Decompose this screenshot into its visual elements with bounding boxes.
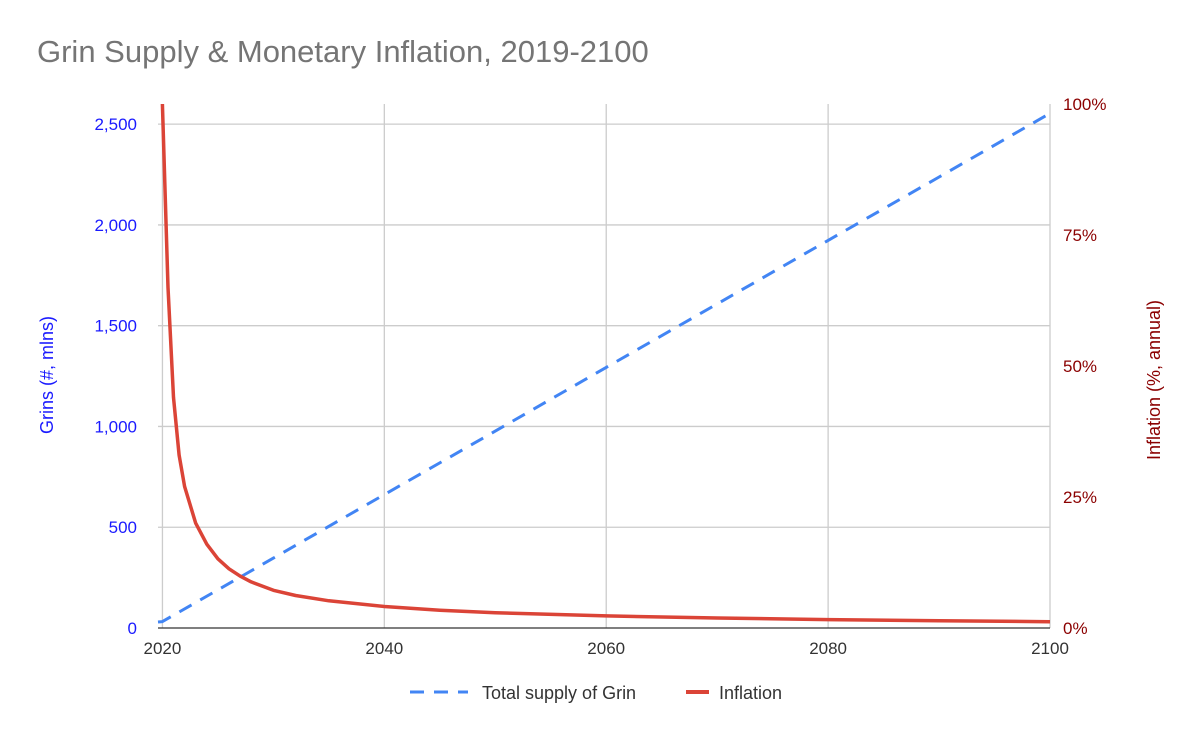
left-tick-label: 1,500	[94, 317, 137, 336]
x-axis-ticks: 2020 2040 2060 2080 2100	[144, 639, 1069, 658]
left-tick-label: 2,500	[94, 115, 137, 134]
left-tick-label: 500	[109, 518, 137, 537]
legend: Total supply of Grin Inflation	[410, 683, 782, 703]
right-tick-label: 100%	[1063, 95, 1106, 114]
legend-item-supply[interactable]: Total supply of Grin	[410, 683, 636, 703]
left-tick-label: 1,000	[94, 417, 137, 436]
series-line-total-supply	[157, 111, 1051, 624]
legend-label-inflation: Inflation	[719, 683, 782, 703]
legend-item-inflation[interactable]: Inflation	[686, 683, 782, 703]
left-axis-ticks: 0 500 1,000 1,500 2,000 2,500	[94, 115, 137, 638]
x-tick-label: 2040	[365, 639, 403, 658]
left-tick-label: 2,000	[94, 216, 137, 235]
left-tick-label: 0	[128, 619, 137, 638]
right-axis-ticks: 0% 25% 50% 75% 100%	[1063, 95, 1106, 638]
legend-label-supply: Total supply of Grin	[482, 683, 636, 703]
right-tick-label: 25%	[1063, 488, 1097, 507]
x-tick-label: 2060	[587, 639, 625, 658]
x-tick-label: 2020	[144, 639, 182, 658]
grid-layer	[158, 104, 1051, 628]
x-tick-label: 2100	[1031, 639, 1069, 658]
right-tick-label: 0%	[1063, 619, 1088, 638]
series-layer	[157, 103, 1051, 624]
left-axis-label: Grins (#, mlns)	[37, 316, 57, 434]
chart-title: Grin Supply & Monetary Inflation, 2019-2…	[37, 34, 649, 69]
right-axis-label: Inflation (%, annual)	[1144, 300, 1164, 460]
x-tick-label: 2080	[809, 639, 847, 658]
right-tick-label: 75%	[1063, 226, 1097, 245]
right-tick-label: 50%	[1063, 357, 1097, 376]
series-line-inflation	[160, 103, 1051, 624]
